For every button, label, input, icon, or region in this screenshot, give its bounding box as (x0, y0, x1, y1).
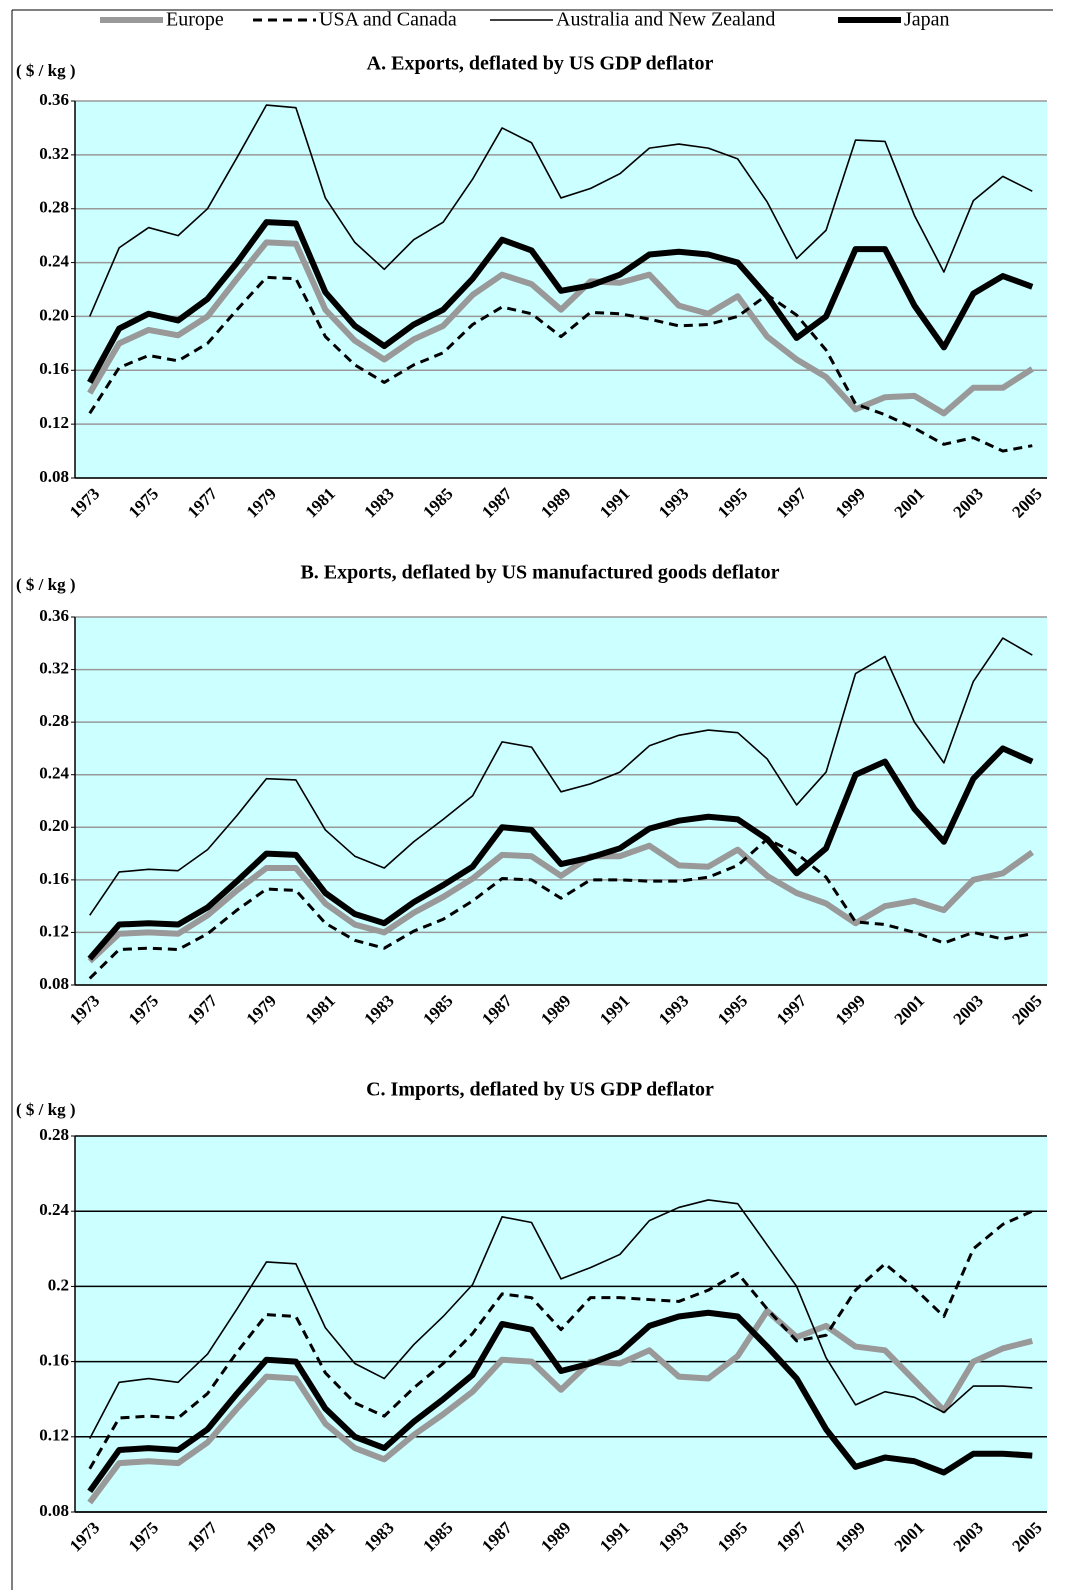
legend-label: Australia and New Zealand (556, 9, 775, 31)
y-axis-label: ( $ / kg ) (16, 61, 76, 80)
legend-label: Europe (166, 9, 224, 31)
y-tick-label: 0.36 (39, 606, 69, 625)
series-line (89, 637, 1033, 916)
plot-area (75, 617, 1047, 985)
legend-label: USA and Canada (319, 9, 457, 31)
y-tick-label: 0.28 (39, 711, 69, 730)
chart-title: B. Exports, deflated by US manufactured … (300, 562, 779, 584)
series-line (87, 239, 1034, 417)
y-tick-label: 0.16 (39, 1351, 69, 1370)
series-line (88, 837, 1033, 980)
y-tick-label: 0.16 (39, 359, 69, 378)
y-tick-label: 0.2 (48, 1275, 69, 1294)
y-tick-label: 0.12 (39, 413, 69, 432)
legend-label: Japan (904, 9, 950, 31)
y-tick-label: 0.12 (39, 921, 69, 940)
series-line (87, 842, 1035, 964)
legend: Europe USA and Canada Australia and New Ze… (100, 9, 950, 31)
y-tick-label: 0.28 (39, 198, 69, 217)
y-tick-label: 0.24 (39, 251, 69, 270)
y-tick-label: 0.20 (39, 305, 69, 324)
y-tick-label: 0.36 (39, 90, 69, 109)
y-tick-label: 0.08 (39, 974, 69, 993)
chart-title: C. Imports, deflated by US GDP deflator (366, 1079, 714, 1101)
y-tick-label: 0.16 (39, 869, 69, 888)
y-tick-label: 0.28 (39, 1125, 69, 1144)
y-tick-label: 0.32 (39, 144, 69, 163)
series-line (88, 1209, 1033, 1470)
y-tick-label: 0.32 (39, 658, 69, 677)
series-line (88, 275, 1033, 453)
series-line (87, 219, 1034, 384)
series-line (87, 1307, 1034, 1505)
y-tick-label: 0.08 (39, 1501, 69, 1520)
y-tick-label: 0.20 (39, 816, 69, 835)
series-line (88, 104, 1033, 317)
y-axis-label: ( $ / kg ) (16, 1100, 76, 1119)
series-line (87, 745, 1034, 961)
series-line (89, 1199, 1033, 1440)
y-tick-label: 0.08 (39, 467, 69, 486)
chart-title: A. Exports, deflated by US GDP deflator (367, 53, 714, 75)
plot-area (75, 1136, 1047, 1512)
series-line (87, 1309, 1033, 1494)
y-tick-label: 0.24 (39, 764, 69, 783)
y-axis-label: ( $ / kg ) (16, 575, 76, 594)
y-tick-label: 0.12 (39, 1426, 69, 1445)
y-tick-label: 0.24 (39, 1200, 69, 1219)
